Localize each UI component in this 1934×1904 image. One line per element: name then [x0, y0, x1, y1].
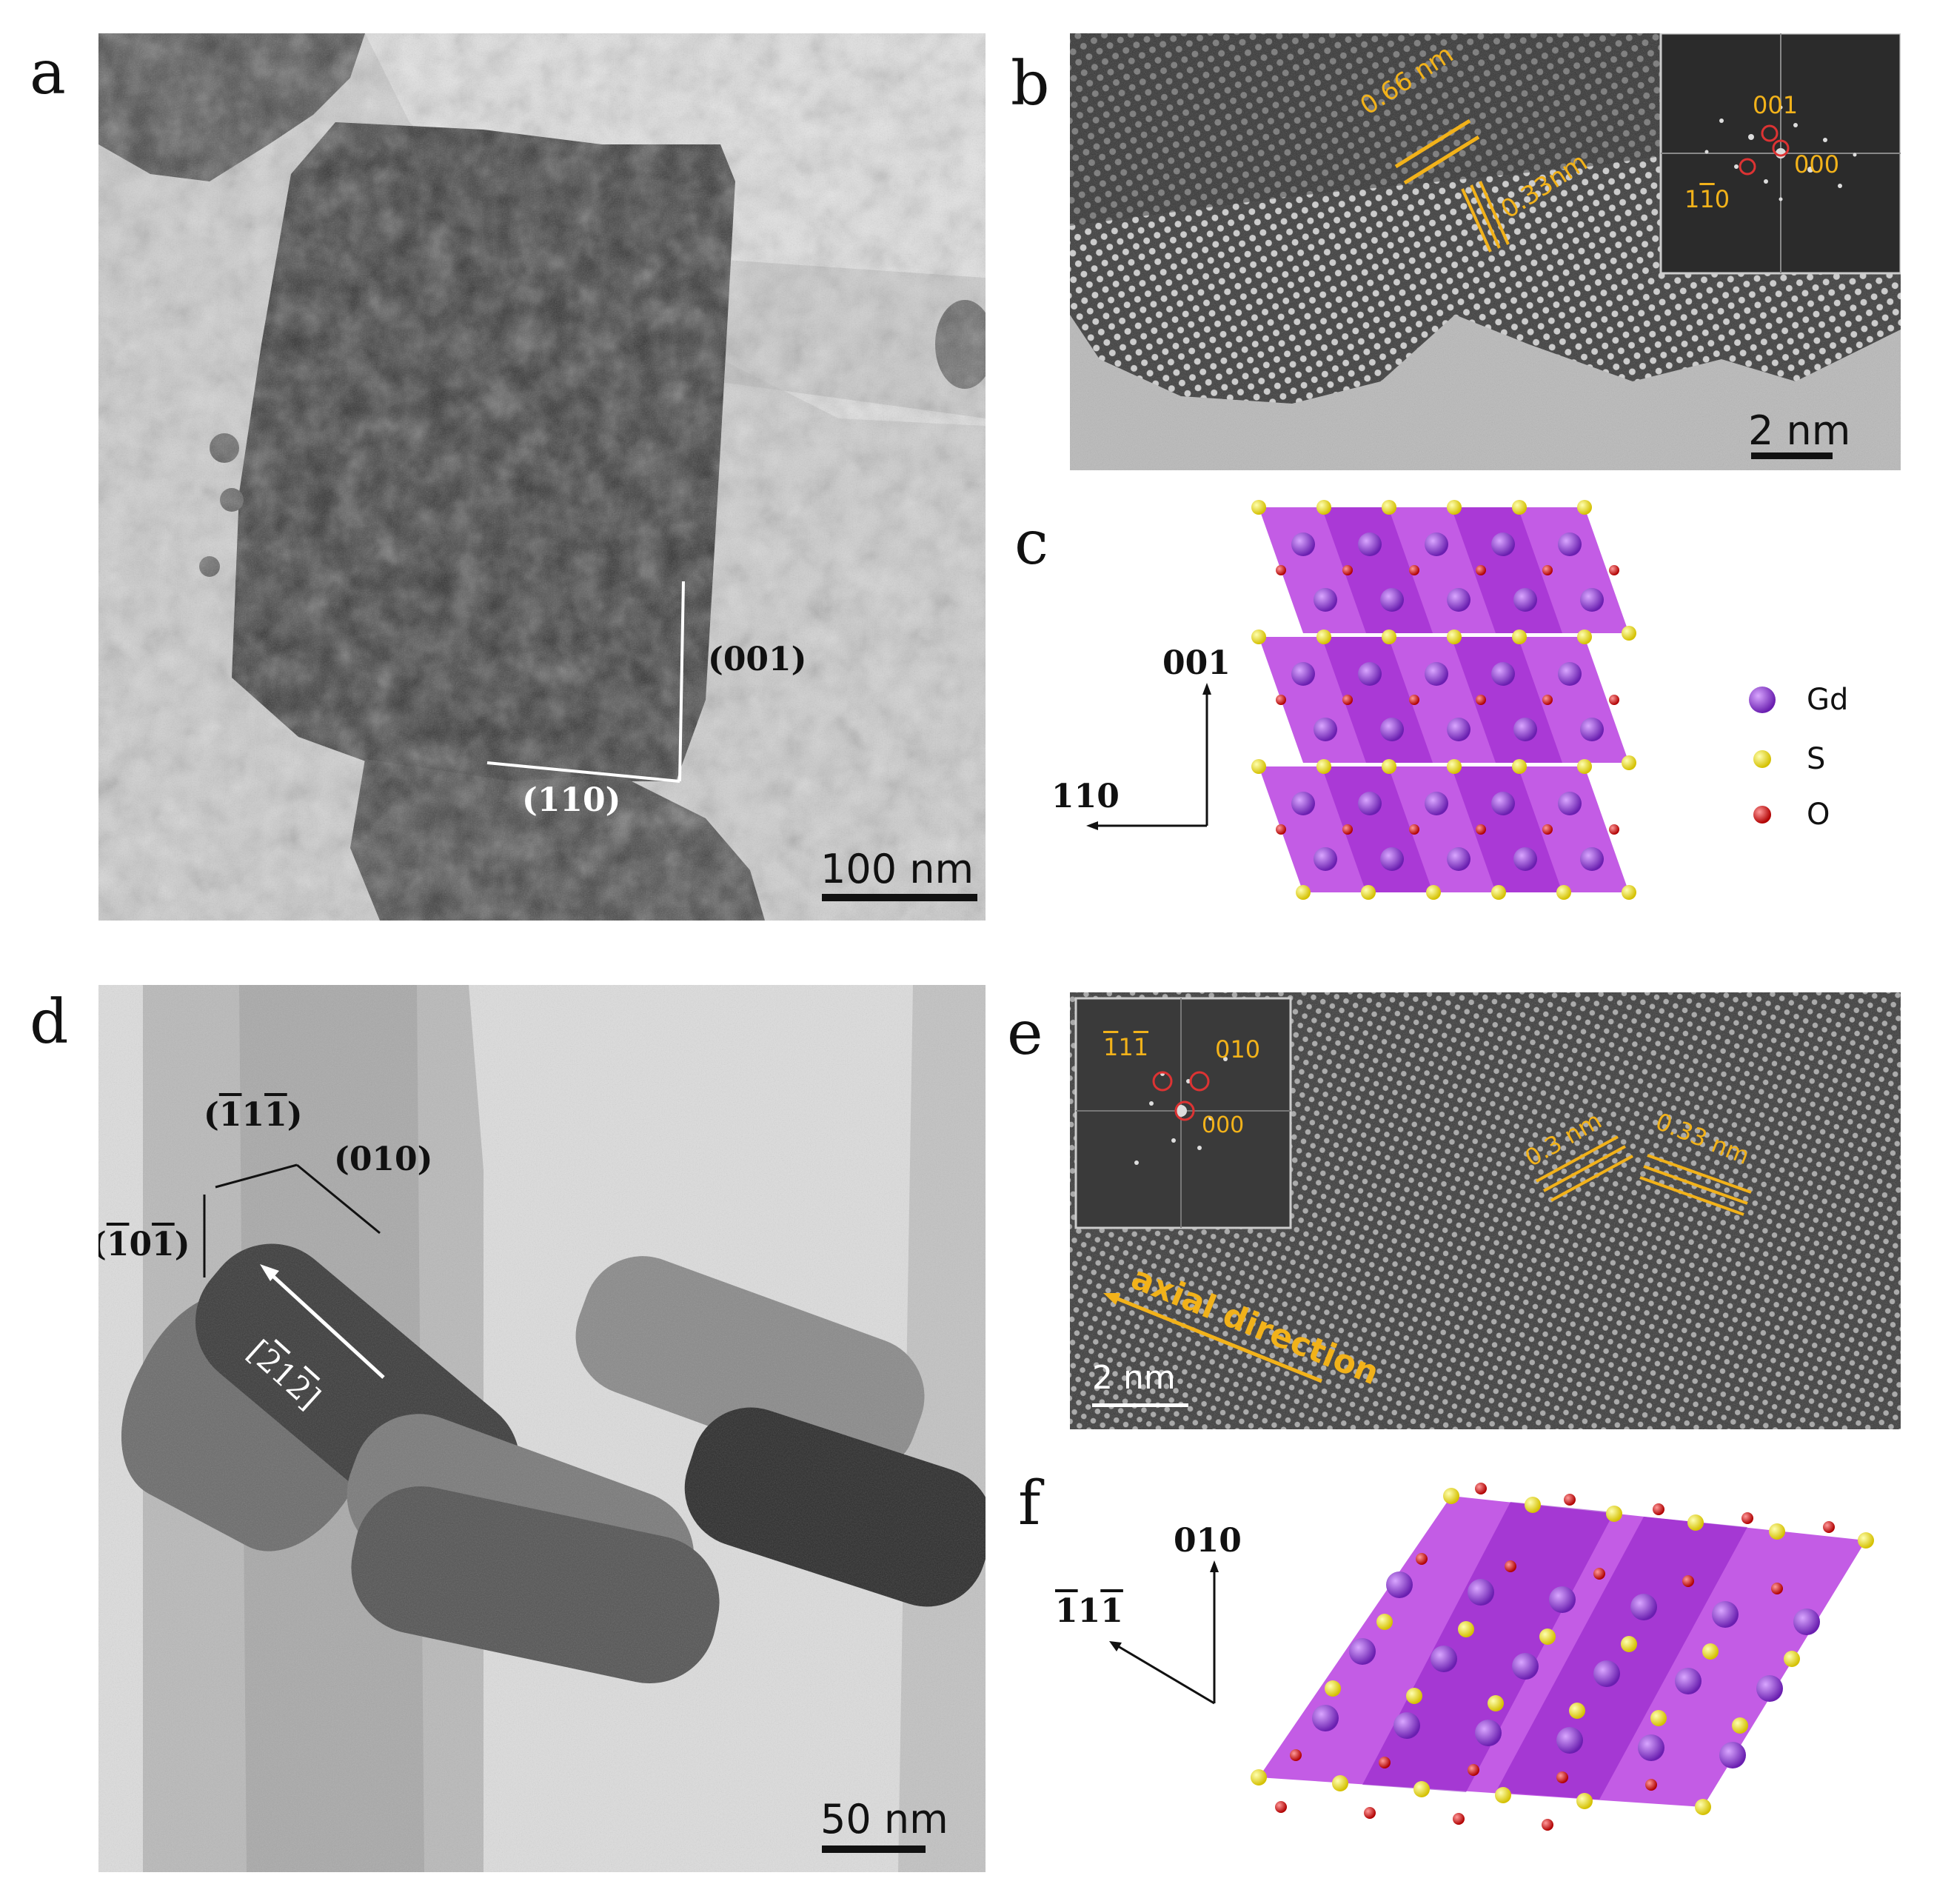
facet-label-101-h: 1 — [106, 1226, 130, 1263]
facet-label-010: (010) — [334, 1140, 433, 1178]
crystal-structure-c — [1086, 500, 1636, 900]
axis-label-001: 001 — [1162, 644, 1231, 682]
panel-letter-b: b — [1011, 49, 1050, 119]
hrtem-image-e: 111 010 000 0.3 nm 0.33 nm axial directi… — [1070, 992, 1901, 1429]
facet-label-101-k: 0 — [129, 1226, 153, 1263]
facet-label-111-k: 1 — [241, 1096, 265, 1134]
axis-label-110: 110 — [1051, 778, 1120, 815]
facet-line-001 — [678, 581, 685, 782]
panel-letter-d: d — [30, 987, 69, 1058]
hrtem-image-b-graphic — [1070, 33, 1901, 470]
legend-c: Gd S O — [1747, 681, 1895, 852]
facet-label-111-l: 1 — [264, 1096, 287, 1134]
panel-letter-e: e — [1007, 998, 1043, 1069]
tem-image-a-graphic — [98, 33, 986, 921]
facet-label-001: (001) — [708, 641, 807, 678]
scale-bar-b — [1751, 452, 1833, 459]
scale-bar-label-a: 100 nm — [820, 846, 974, 892]
panel-letter-f: f — [1018, 1469, 1041, 1539]
axis-label-010: 010 — [1174, 1522, 1242, 1560]
scale-bar-a — [822, 894, 977, 901]
facet-label-101-l: 1 — [152, 1226, 175, 1263]
facet-line-110 — [486, 761, 680, 783]
scale-bar-e — [1092, 1403, 1188, 1407]
legend-label-s: S — [1807, 742, 1826, 776]
fft-label-111: 111 — [1103, 1033, 1148, 1061]
fft-label-001: 001 — [1753, 91, 1799, 119]
axis-label-111-l: 1 — [1100, 1592, 1123, 1630]
tem-image-d-graphic — [98, 985, 986, 1872]
hrtem-image-b: 0.66 nm 0.33nm 001 000 110 2 nm — [1070, 33, 1901, 470]
legend-swatch-gd — [1749, 687, 1776, 713]
facet-label-111-h: 1 — [218, 1096, 242, 1134]
hrtem-image-e-graphic — [1070, 992, 1901, 1429]
fft-label-111-h: 1 — [1103, 1033, 1119, 1061]
fft-label-110-k: 1 — [1699, 185, 1715, 213]
scale-bar-label-b: 2 nm — [1748, 407, 1851, 454]
legend-swatch-o — [1753, 806, 1771, 824]
legend-swatch-s — [1753, 750, 1771, 768]
fft-label-111-l: 1 — [1133, 1033, 1149, 1061]
axis-label-111: 111 — [1055, 1592, 1123, 1630]
fft-label-110-l: 0 — [1714, 185, 1730, 213]
legend-label-o: O — [1807, 798, 1830, 832]
facet-label-111: (111) — [204, 1096, 303, 1134]
fft-label-010: 010 — [1215, 1035, 1261, 1063]
tem-image-a: (001) (110) 100 nm — [98, 33, 986, 921]
panel-letter-c: c — [1014, 508, 1048, 578]
fft-label-110-h: 1 — [1684, 185, 1700, 213]
panel-letter-a: a — [30, 38, 66, 108]
slab-mid — [1259, 637, 1629, 763]
slab-top — [1259, 507, 1629, 633]
fft-label-000: 000 — [1202, 1112, 1245, 1138]
facet-label-110: (110) — [522, 781, 621, 819]
axis-label-111-h: 1 — [1055, 1592, 1078, 1630]
scale-bar-d — [822, 1845, 926, 1853]
facet-label-101: (101) — [98, 1226, 190, 1263]
axis-label-111-k: 1 — [1077, 1592, 1101, 1630]
fft-label-111-k: 1 — [1118, 1033, 1134, 1061]
slab-bottom — [1259, 766, 1629, 892]
fft-label-000: 000 — [1794, 150, 1840, 178]
scale-bar-label-d: 50 nm — [820, 1796, 948, 1843]
legend-label-gd: Gd — [1807, 683, 1849, 717]
scale-bar-label-e: 2 nm — [1092, 1359, 1176, 1397]
crystal-structure-f — [1109, 1483, 1874, 1831]
fft-label-110: 110 — [1684, 185, 1730, 213]
tem-image-d: (111) (010) (101) [212] 50 nm — [98, 985, 986, 1872]
